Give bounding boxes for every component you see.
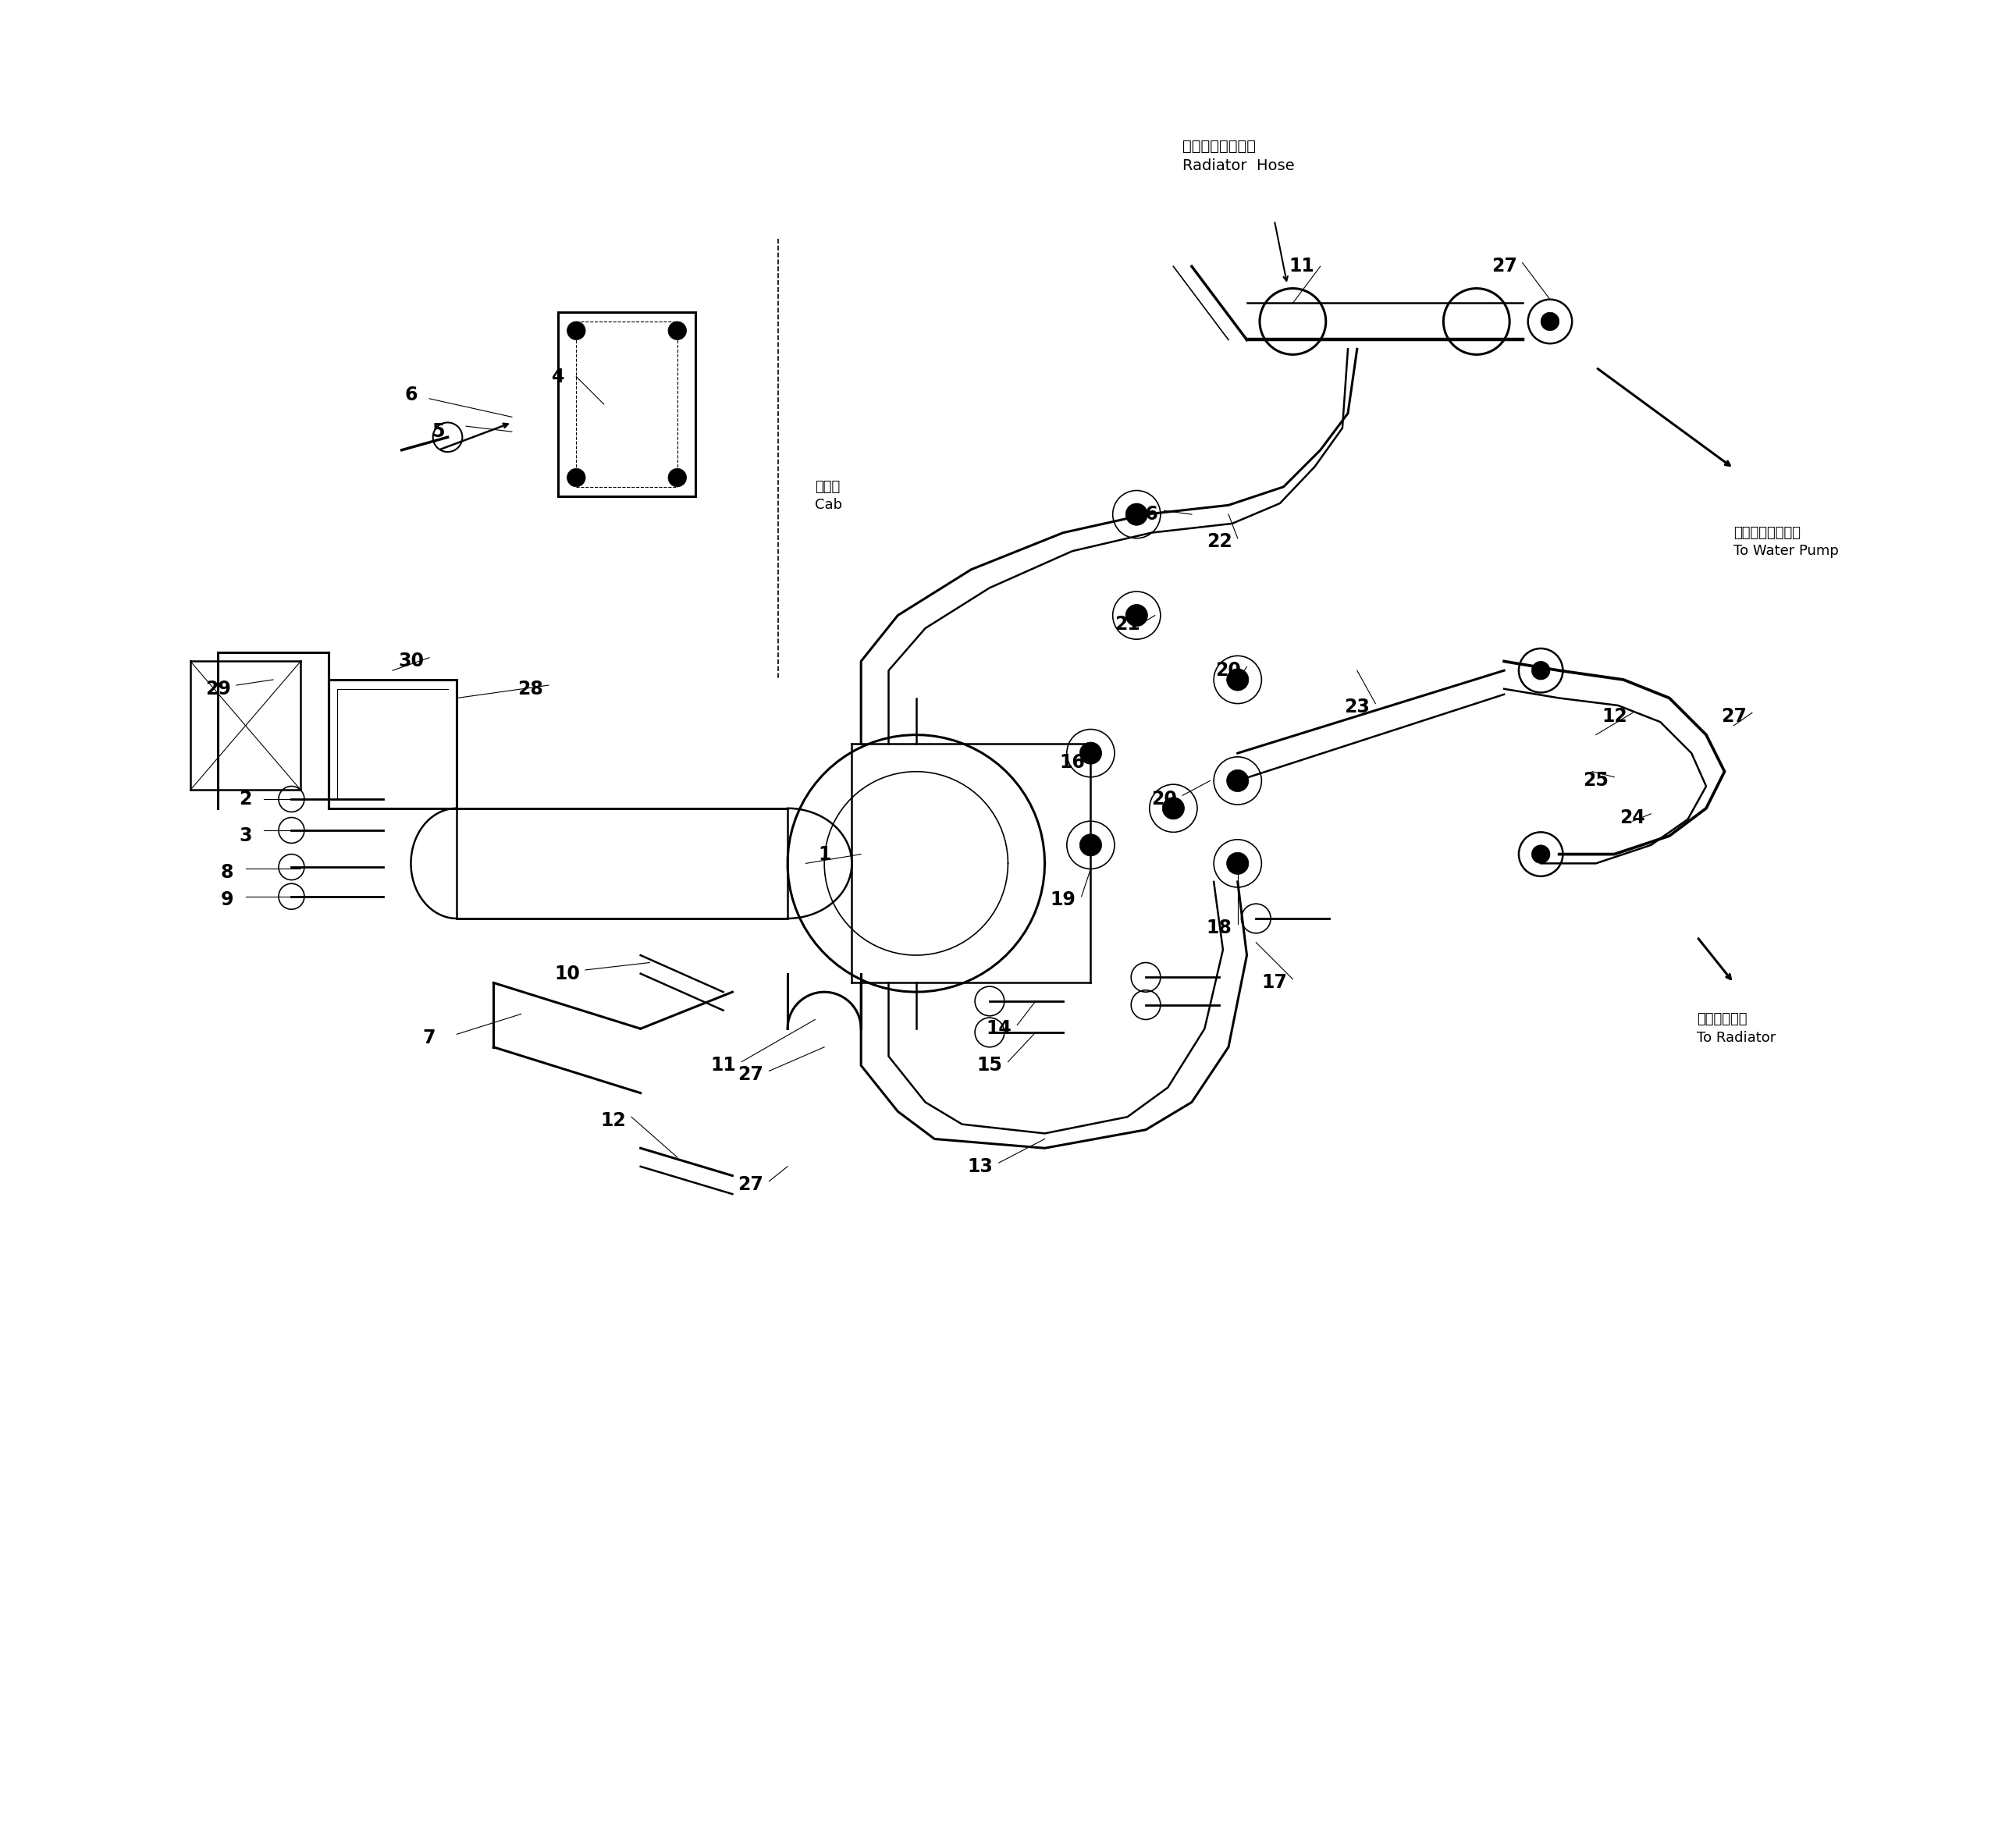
Text: 27: 27 bbox=[738, 1176, 764, 1194]
Text: 7: 7 bbox=[423, 1029, 435, 1047]
Circle shape bbox=[1125, 503, 1147, 525]
Text: 3: 3 bbox=[240, 827, 252, 845]
Text: 12: 12 bbox=[601, 1111, 625, 1130]
Circle shape bbox=[566, 321, 585, 340]
Text: 8: 8 bbox=[220, 863, 234, 882]
Text: 16: 16 bbox=[1060, 753, 1085, 772]
Text: 22: 22 bbox=[1206, 533, 1232, 551]
Text: ラジエータへ
To Radiator: ラジエータへ To Radiator bbox=[1697, 1012, 1776, 1045]
Circle shape bbox=[1226, 669, 1248, 691]
Circle shape bbox=[1226, 852, 1248, 874]
Text: 30: 30 bbox=[397, 652, 423, 671]
Text: 14: 14 bbox=[986, 1020, 1012, 1038]
Text: 27: 27 bbox=[1722, 707, 1746, 726]
Circle shape bbox=[1226, 770, 1248, 792]
Text: 28: 28 bbox=[518, 680, 542, 698]
Text: 18: 18 bbox=[1206, 918, 1232, 937]
Circle shape bbox=[667, 468, 687, 487]
Text: 11: 11 bbox=[1288, 257, 1314, 276]
Circle shape bbox=[667, 321, 687, 340]
Text: 6: 6 bbox=[405, 386, 417, 404]
Text: 5: 5 bbox=[431, 423, 446, 441]
Text: 4: 4 bbox=[552, 367, 564, 386]
Text: 23: 23 bbox=[1345, 698, 1371, 716]
Text: 9: 9 bbox=[220, 891, 234, 909]
Circle shape bbox=[1125, 604, 1147, 626]
Text: 21: 21 bbox=[1115, 615, 1141, 634]
Text: 25: 25 bbox=[1583, 772, 1609, 790]
Text: 1: 1 bbox=[818, 845, 831, 863]
Text: 11: 11 bbox=[710, 1056, 736, 1075]
Circle shape bbox=[1532, 845, 1550, 863]
Text: 13: 13 bbox=[968, 1157, 994, 1176]
Text: ラジエータホース
Radiator  Hose: ラジエータホース Radiator Hose bbox=[1183, 140, 1294, 173]
Circle shape bbox=[1540, 312, 1558, 331]
Circle shape bbox=[1163, 797, 1183, 819]
Text: 29: 29 bbox=[206, 680, 230, 698]
Circle shape bbox=[566, 468, 585, 487]
Text: 20: 20 bbox=[1216, 661, 1242, 680]
Text: 19: 19 bbox=[1050, 891, 1077, 909]
Text: 12: 12 bbox=[1601, 707, 1627, 726]
Text: 27: 27 bbox=[738, 1065, 764, 1084]
Text: 20: 20 bbox=[1151, 790, 1177, 808]
Text: 2: 2 bbox=[240, 790, 252, 808]
Text: 15: 15 bbox=[978, 1056, 1002, 1075]
Circle shape bbox=[1532, 661, 1550, 680]
Text: 27: 27 bbox=[1492, 257, 1516, 276]
Circle shape bbox=[1081, 742, 1101, 764]
Text: ウォータポンプへ
To Water Pump: ウォータポンプへ To Water Pump bbox=[1734, 525, 1839, 558]
Text: 10: 10 bbox=[554, 964, 581, 983]
Text: 26: 26 bbox=[1133, 505, 1159, 524]
Text: キャブ
Cab: キャブ Cab bbox=[814, 479, 843, 513]
Text: 17: 17 bbox=[1262, 974, 1288, 992]
Text: 24: 24 bbox=[1621, 808, 1645, 827]
Circle shape bbox=[1081, 834, 1101, 856]
